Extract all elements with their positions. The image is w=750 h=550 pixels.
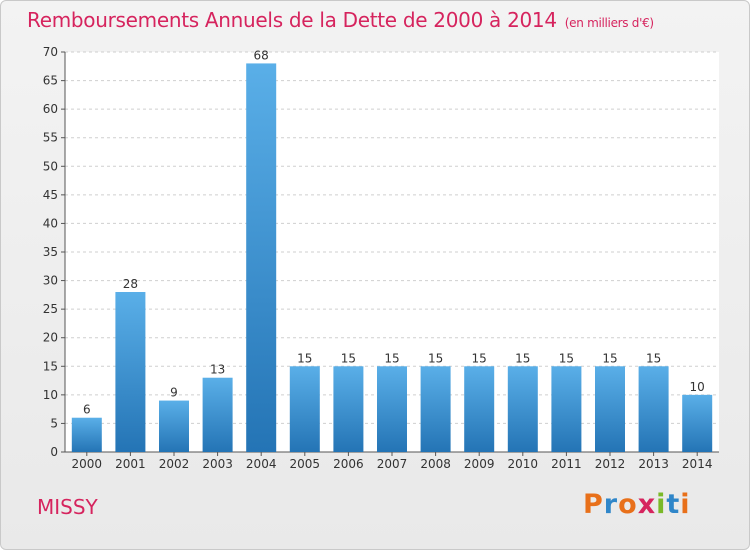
x-tick-label: 2008 [420,457,451,471]
data-label: 15 [515,351,530,365]
x-tick-label: 2009 [464,457,495,471]
y-tick-label: 50 [43,159,58,173]
x-tick-label: 2013 [638,457,669,471]
bar [115,292,146,452]
logo-letter: x [637,489,657,520]
bar [682,394,713,452]
y-tick-label: 55 [43,131,58,145]
bar [202,377,233,452]
y-tick-label: 65 [43,74,58,88]
x-tick-label: 2012 [595,457,626,471]
chart-title: Remboursements Annuels de la Dette de 20… [27,8,654,32]
x-tick-label: 2014 [682,457,713,471]
data-label: 15 [341,351,356,365]
bar [507,366,538,452]
chart-unit: (en milliers d'€) [564,16,654,30]
bar [71,417,102,452]
bar [377,366,407,452]
y-tick-label: 35 [43,245,58,259]
x-tick-label: 2011 [551,457,582,471]
x-tick-label: 2010 [508,457,539,471]
y-tick-label: 25 [43,302,58,316]
data-label: 15 [472,351,487,365]
x-tick-label: 2000 [72,457,103,471]
x-tick-label: 2005 [290,457,321,471]
y-tick-label: 0 [50,445,58,459]
logo-letter: o [618,489,638,520]
logo-letter: i [656,489,667,520]
y-tick-label: 30 [43,274,58,288]
x-tick-label: 2006 [333,457,364,471]
y-tick-label: 5 [50,416,58,430]
y-tick-label: 60 [43,102,58,116]
y-tick-label: 10 [43,388,58,402]
x-tick-label: 2007 [377,457,408,471]
logo-letter: t [666,489,681,520]
logo-letter: P [583,489,604,520]
data-label: 28 [123,277,138,291]
y-tick-label: 15 [43,359,58,373]
y-tick-label: 45 [43,188,58,202]
data-label: 9 [170,386,178,400]
bar [333,366,364,452]
bar [595,366,625,452]
x-tick-label: 2004 [246,457,277,471]
data-label: 13 [210,363,225,377]
bar [551,366,582,452]
data-label: 15 [646,351,661,365]
chart-title-text: Remboursements Annuels de la Dette de 20… [27,8,557,32]
proxiti-logo: Proxiti [583,489,691,520]
bar [246,63,277,453]
bar [638,366,669,452]
bar [159,400,189,452]
x-tick-label: 2001 [115,457,146,471]
data-label: 15 [428,351,443,365]
logo-letter: i [680,489,691,520]
data-label: 68 [254,48,269,62]
logo-letter: r [603,489,619,520]
bar [289,366,320,452]
data-label: 10 [690,380,705,394]
data-label: 15 [297,351,312,365]
data-label: 15 [559,351,574,365]
y-tick-label: 20 [43,331,58,345]
bar [464,366,495,452]
y-tick-label: 70 [43,45,58,59]
x-tick-label: 2002 [159,457,190,471]
data-label: 15 [384,351,399,365]
commune-name: MISSY [37,495,98,519]
y-tick-label: 40 [43,216,58,230]
data-label: 15 [602,351,617,365]
x-tick-label: 2003 [202,457,233,471]
bar [420,366,451,452]
data-label: 6 [83,403,91,417]
